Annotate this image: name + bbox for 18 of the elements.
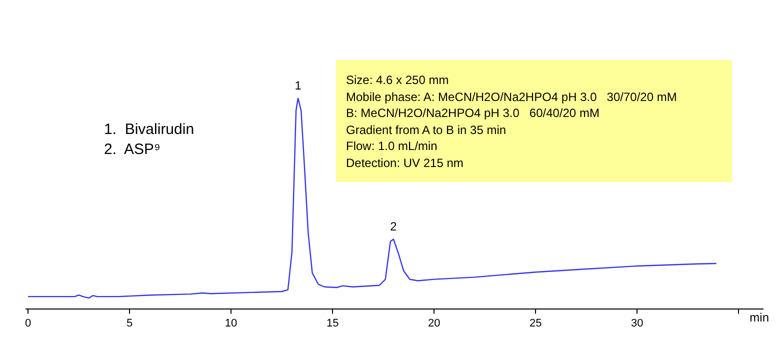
annotation: Gradient from A to B in 35 min (346, 122, 508, 138)
x-tick-label: 25 (529, 317, 542, 330)
annotation: 2 (390, 220, 398, 234)
text: Size: 4.6 x 250 mm (346, 73, 449, 87)
annotation: Detection: UV 215 nm (346, 154, 464, 171)
annotation: Flow: 1.0 mL/min (346, 138, 438, 154)
x-tick-label: 5 (126, 317, 133, 330)
annotation: 1 (294, 78, 302, 92)
annotation: 2. ASP⁹ (104, 140, 162, 160)
x-axis-title: min (750, 310, 769, 324)
x-tick-label: 10 (224, 317, 238, 330)
x-tick-label: 15 (326, 317, 339, 330)
x-tick-label: 20 (428, 317, 440, 330)
annotation: Mobile phase: A: MeCN/H2O/Na2HPO4 pH 3.0 30/70/20 mM (346, 88, 678, 105)
annotation: 1. Bivalirudin (104, 120, 194, 140)
annotation: B: MeCN/H2O/Na2HPO4 pH 3.0 60/40/20 mM (346, 105, 600, 122)
x-tick-label: 30 (630, 317, 644, 330)
x-tick-label: 0 (24, 317, 32, 330)
